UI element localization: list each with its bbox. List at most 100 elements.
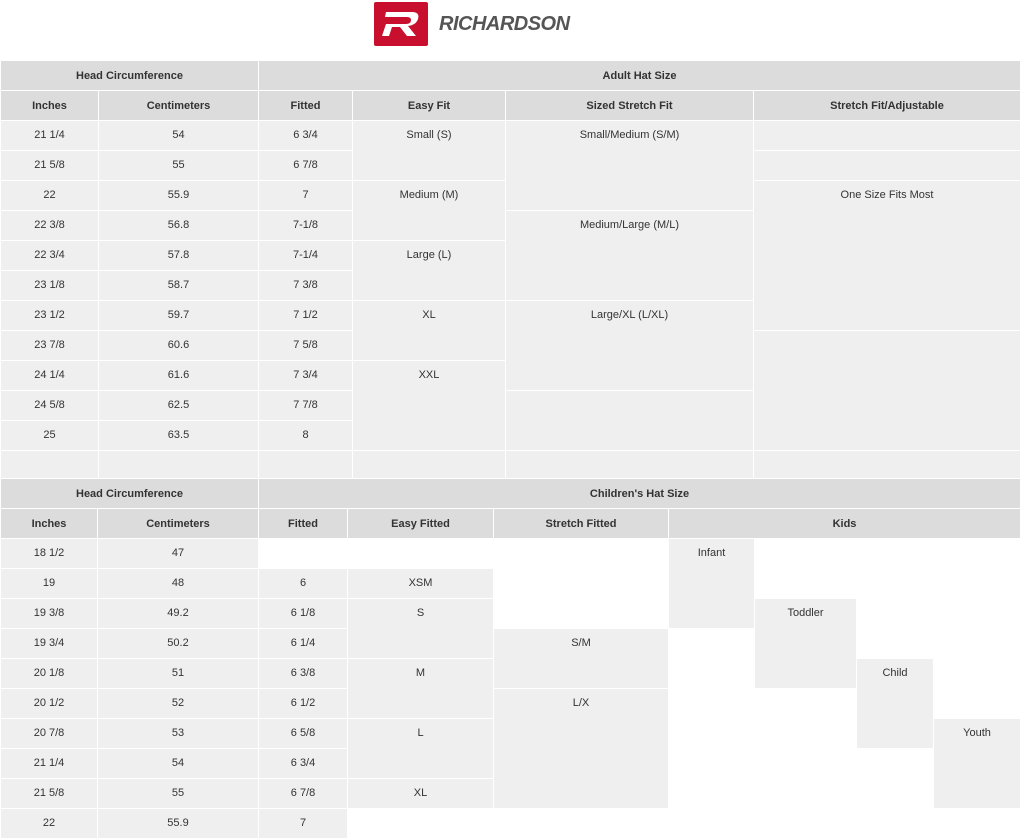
table-cell: Large (L): [353, 241, 506, 301]
table-cell: [494, 539, 669, 629]
table-cell: [259, 539, 348, 569]
table-cell: 7 7/8: [259, 391, 353, 421]
head-circumference-group-header: Head Circumference: [1, 479, 259, 509]
table-cell: 8: [259, 421, 353, 451]
table-cell: 7 3/4: [259, 361, 353, 391]
col-header-stretch-fit-adjustable: Stretch Fit/Adjustable: [754, 91, 1020, 121]
table-cell: 22: [1, 181, 99, 211]
table-cell: 6 3/4: [259, 121, 353, 151]
table-cell: [506, 391, 754, 451]
table-cell: 6 1/2: [259, 689, 348, 719]
table-cell: 7-1/4: [259, 241, 353, 271]
table-cell: 23 7/8: [1, 331, 99, 361]
table-cell: 25: [1, 421, 99, 451]
table-cell: L/X: [494, 689, 669, 809]
table-cell: 7-1/8: [259, 211, 353, 241]
table-cell: 50.2: [98, 629, 259, 659]
richardson-r-logo-icon: [374, 2, 428, 46]
table-cell: [259, 451, 353, 481]
table-cell: 54: [98, 749, 259, 779]
table-cell: [754, 151, 1020, 181]
table-cell: XL: [348, 779, 494, 809]
adult-hat-size-group-header: Adult Hat Size: [259, 61, 1020, 91]
col-header-inches: Inches: [1, 91, 99, 121]
table-cell: 55: [98, 779, 259, 809]
table-cell: [353, 451, 506, 481]
table-cell: 6 1/8: [259, 599, 348, 629]
table-cell: 21 5/8: [1, 151, 99, 181]
table-cell: 55: [99, 151, 259, 181]
table-cell: 6 7/8: [259, 151, 353, 181]
table-cell: 6: [259, 569, 348, 599]
table-cell: 7: [259, 809, 348, 839]
table-cell: 24 5/8: [1, 391, 99, 421]
table-cell: 58.7: [99, 271, 259, 301]
table-cell: [754, 331, 1020, 451]
table-cell: 19 3/8: [1, 599, 98, 629]
table-cell: S/M: [494, 629, 669, 689]
table-cell: [348, 809, 494, 839]
col-header-fitted: Fitted: [259, 91, 353, 121]
table-cell: [506, 451, 754, 481]
childrens-hat-size-group-header: Children's Hat Size: [259, 479, 1020, 509]
table-cell: [755, 539, 857, 599]
children-hat-size-table: Head Circumference Children's Hat Size I…: [0, 478, 1020, 839]
col-header-kids: Kids: [669, 509, 1020, 539]
table-cell: One Size Fits Most: [754, 181, 1020, 331]
table-cell: 53: [98, 719, 259, 749]
table-cell: 21 1/4: [1, 749, 98, 779]
table-cell: Toddler: [755, 599, 857, 689]
table-cell: 22 3/4: [1, 241, 99, 271]
table-cell: 24 1/4: [1, 361, 99, 391]
table-cell: 59.7: [99, 301, 259, 331]
table-row: [1, 451, 1020, 481]
table-cell: 56.8: [99, 211, 259, 241]
table-cell: [754, 121, 1020, 151]
table-cell: 6 1/4: [259, 629, 348, 659]
table-cell: [754, 451, 1020, 481]
richardson-logo: RICHARDSON: [374, 2, 570, 46]
col-header-centimeters: Centimeters: [98, 509, 259, 539]
table-cell: 6 3/4: [259, 749, 348, 779]
table-cell: Child: [857, 659, 934, 749]
col-header-easy-fitted: Easy Fitted: [348, 509, 494, 539]
table-cell: M: [348, 659, 494, 719]
table-cell: 23 1/8: [1, 271, 99, 301]
table-cell: [1, 451, 99, 481]
table-cell: Large/XL (L/XL): [506, 301, 754, 391]
table-cell: 6 5/8: [259, 719, 348, 749]
table-cell: 55.9: [98, 809, 259, 839]
table-cell: 6 3/8: [259, 659, 348, 689]
table-cell: 51: [98, 659, 259, 689]
table-cell: [669, 629, 755, 839]
table-cell: 60.6: [99, 331, 259, 361]
table-cell: 7: [259, 181, 353, 211]
col-header-easy-fit: Easy Fit: [353, 91, 506, 121]
table-cell: 20 1/2: [1, 689, 98, 719]
table-cell: 47: [98, 539, 259, 569]
table-cell: 23 1/2: [1, 301, 99, 331]
table-cell: L: [348, 719, 494, 779]
table-cell: 22 3/8: [1, 211, 99, 241]
table-cell: 55.9: [99, 181, 259, 211]
table-cell: 21 1/4: [1, 121, 99, 151]
table-cell: [857, 539, 934, 659]
table-cell: 20 7/8: [1, 719, 98, 749]
table-cell: 21 5/8: [1, 779, 98, 809]
col-header-fitted: Fitted: [259, 509, 348, 539]
table-cell: 20 1/8: [1, 659, 98, 689]
col-header-centimeters: Centimeters: [99, 91, 259, 121]
table-cell: 7 1/2: [259, 301, 353, 331]
table-cell: 7 3/8: [259, 271, 353, 301]
table-cell: 22: [1, 809, 98, 839]
table-cell: Medium/Large (M/L): [506, 211, 754, 301]
table-cell: 63.5: [99, 421, 259, 451]
table-cell: 49.2: [98, 599, 259, 629]
brand-name: RICHARDSON: [439, 13, 570, 36]
col-header-inches: Inches: [1, 509, 98, 539]
table-cell: XXL: [353, 361, 506, 451]
table-cell: Small (S): [353, 121, 506, 181]
